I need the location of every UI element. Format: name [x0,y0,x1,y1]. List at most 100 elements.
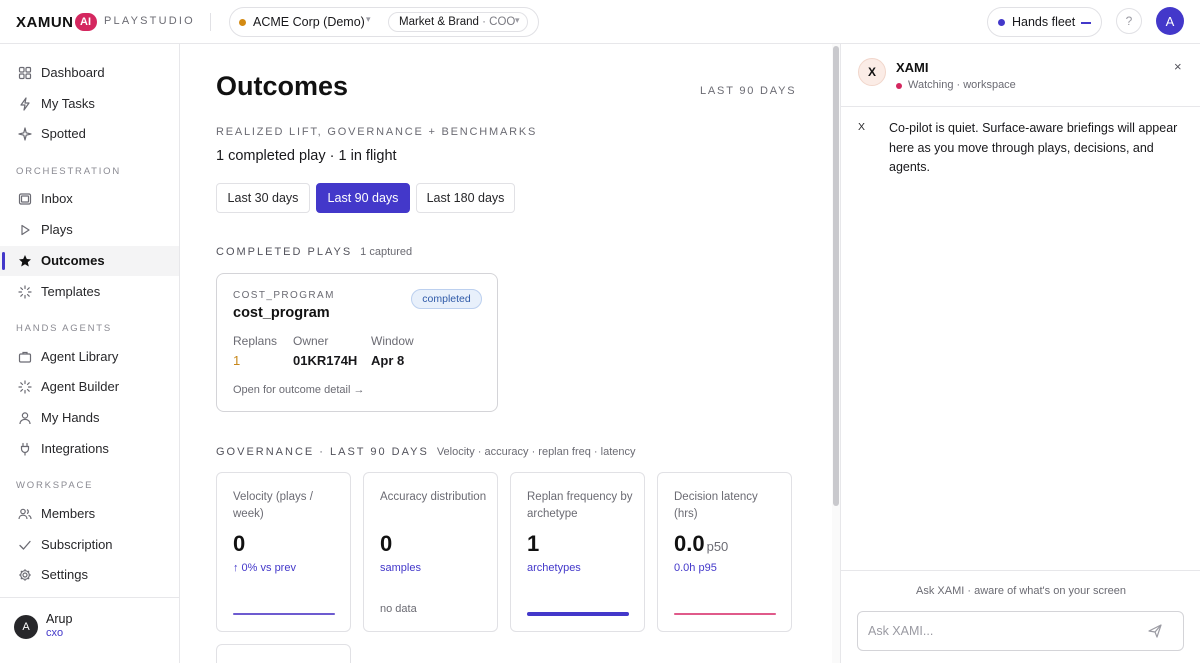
sidebar-item-agent-library[interactable]: Agent Library [0,342,179,372]
play-replans: Replans 1 [233,334,277,368]
user-role: cxo [46,627,64,639]
copilot-message: Co-pilot is quiet. Surface-aware briefin… [889,121,1178,174]
chevron-down-icon: ▾ [515,15,520,25]
sidebar-item-my-tasks[interactable]: My Tasks [0,89,179,119]
metric-value: 0 [233,531,247,557]
bolt-icon [18,97,32,111]
sidebar-item-agent-builder[interactable]: Agent Builder [0,372,179,402]
metric-bar-fill [527,612,629,616]
sidebar-item-label: Plays [41,222,73,237]
hands-fleet-toggle[interactable]: Hands fleet [987,7,1102,37]
send-icon[interactable] [1147,623,1163,639]
main-content: Outcomes LAST 90 DAYS REALIZED LIFT, GOV… [180,44,840,663]
sidebar-item-my-hands[interactable]: My Hands [0,403,179,433]
plug-icon [18,442,32,456]
loader-icon [18,285,32,299]
role-switcher[interactable]: Market & Brand · COO ▾ [388,12,528,32]
metric-sub: samples [380,562,421,574]
metric-bar [674,613,776,615]
metric-value: 1 [527,531,541,557]
summary-text: 1 completed play · 1 in flight [216,148,397,164]
sidebar-item-dashboard[interactable]: Dashboard [0,58,179,88]
help-button[interactable]: ? [1116,8,1142,34]
metric-number: 0 [380,531,393,556]
role-label: Market & Brand · COO [399,16,515,28]
avatar: X [858,58,886,86]
chevron-down-icon: ▾ [366,14,371,24]
metric-value: 0 [380,531,394,557]
metric-card-replan-frequency: Replan frequency by archetype 1 archetyp… [510,472,645,632]
replans-label: Replans [233,334,278,348]
metric-label: Accuracy distribution [380,491,487,503]
owner-label: Owner [293,334,329,348]
metric-unit: p50 [706,539,729,554]
period-last-90-button[interactable]: Last 90 days [316,183,410,213]
sidebar-item-outcomes[interactable]: Outcomes [0,246,179,276]
range-label: LAST 90 DAYS [700,85,797,97]
sidebar-item-label: Inbox [41,191,73,206]
metric-sub: archetypes [527,562,581,574]
period-last-180-button[interactable]: Last 180 days [416,183,515,213]
sidebar-item-label: Dashboard [41,65,105,80]
minus-icon [1081,22,1091,24]
fleet-status-dot [998,19,1005,26]
sidebar-item-subscription[interactable]: Subscription [0,530,179,560]
topbar-divider [210,13,211,31]
section-label-orchestration: ORCHESTRATION [16,166,122,177]
gear-icon [18,568,32,582]
ask-xami-input[interactable] [857,611,1184,651]
governance-note: Velocity · accuracy · replan freq · late… [436,446,636,458]
metric-label: Decision latency (hrs) [674,491,758,520]
copilot-name: XAMI [896,60,929,75]
sidebar-item-label: Templates [41,284,101,299]
current-user[interactable]: A Arup cxo [0,597,179,663]
status-dot [896,83,902,89]
scrollbar-thumb[interactable] [833,46,839,506]
sidebar-item-inbox[interactable]: Inbox [0,184,179,214]
product-name: PLAYSTUDIO [104,15,195,27]
play-kicker: COST_PROGRAM [233,290,335,301]
sidebar-item-label: Agent Library [41,349,119,364]
period-last-30-button[interactable]: Last 30 days [216,183,310,213]
status-badge: completed [411,289,482,309]
section-label-workspace: WORKSPACE [16,480,94,491]
sidebar-item-label: Agent Builder [41,379,120,394]
sidebar-item-spotted[interactable]: Spotted [0,119,179,149]
sidebar-item-members[interactable]: Members [0,499,179,529]
org-switcher[interactable]: ACME Corp (Demo) ▾ Market & Brand · COO … [229,7,539,37]
sidebar-item-plays[interactable]: Plays [0,215,179,245]
help-icon: ? [1125,14,1133,28]
metric-label: Replan frequency by archetype [527,491,633,520]
owner-value: 01KR174H [293,353,358,368]
metric-sub: 0.0h p95 [674,562,717,574]
page-subtitle: REALIZED LIFT, GOVERNANCE + BENCHMARKS [216,126,538,138]
app-logo[interactable]: XAMUN AI [16,12,97,32]
main-scrollbar[interactable] [832,44,840,663]
sidebar-item-label: Subscription [41,537,113,552]
org-status-dot [239,19,246,26]
play-card[interactable]: COST_PROGRAM cost_program completed Repl… [216,273,498,412]
governance-title: GOVERNANCE · LAST 90 DAYS [216,446,429,458]
page-title: Outcomes [216,71,349,101]
close-icon[interactable]: × [1174,59,1182,74]
inbox-icon [18,192,32,206]
completed-plays-heading: COMPLETED PLAYS 1 captured [216,246,412,258]
sidebar-item-settings[interactable]: Settings [0,560,179,590]
outcome-detail-link[interactable]: Open for outcome detail → [233,384,365,396]
sidebar-item-integrations[interactable]: Integrations [0,434,179,464]
metric-card-decision-latency: Decision latency (hrs) 0.0 p50 0.0h p95 [657,472,792,632]
fleet-label: Hands fleet [1012,15,1076,29]
sidebar-item-templates[interactable]: Templates [0,277,179,307]
message-marker: X [858,121,866,133]
logo-wordmark: XAMUN [16,13,74,31]
sidebar: Dashboard My Tasks Spotted ORCHESTRATION… [0,44,180,663]
copilot-panel: X XAMI Watching · workspace × X Co-pilot… [840,44,1200,663]
metric-label: Velocity (plays / week) [233,491,313,520]
metric-value: 0.0 p50 [674,531,728,557]
window-label: Window [371,334,414,348]
completed-plays-title: COMPLETED PLAYS [216,246,353,258]
user-avatar-button[interactable]: A [1156,7,1184,35]
sidebar-item-label: Spotted [41,126,86,141]
ask-hint: Ask XAMI · aware of what's on your scree… [916,585,1126,597]
sidebar-item-label: Outcomes [41,253,105,268]
